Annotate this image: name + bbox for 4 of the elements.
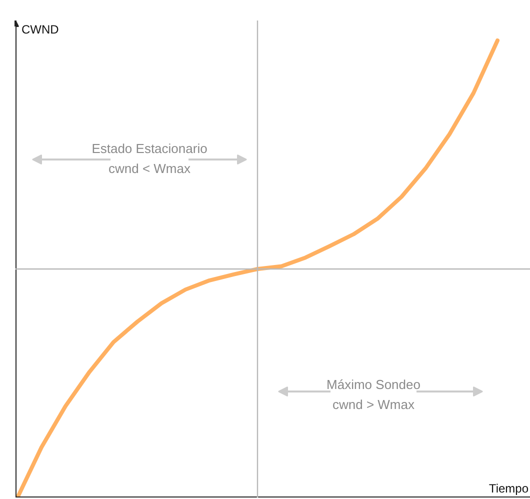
- annotation: Estado Estacionario cwnd < Wmax: [92, 141, 208, 176]
- y-axis-title: CWND: [22, 22, 60, 36]
- x-axis-title: Tiempo: [488, 482, 529, 496]
- annotation: Máximo Sondeo cwnd > Wmax: [326, 377, 420, 412]
